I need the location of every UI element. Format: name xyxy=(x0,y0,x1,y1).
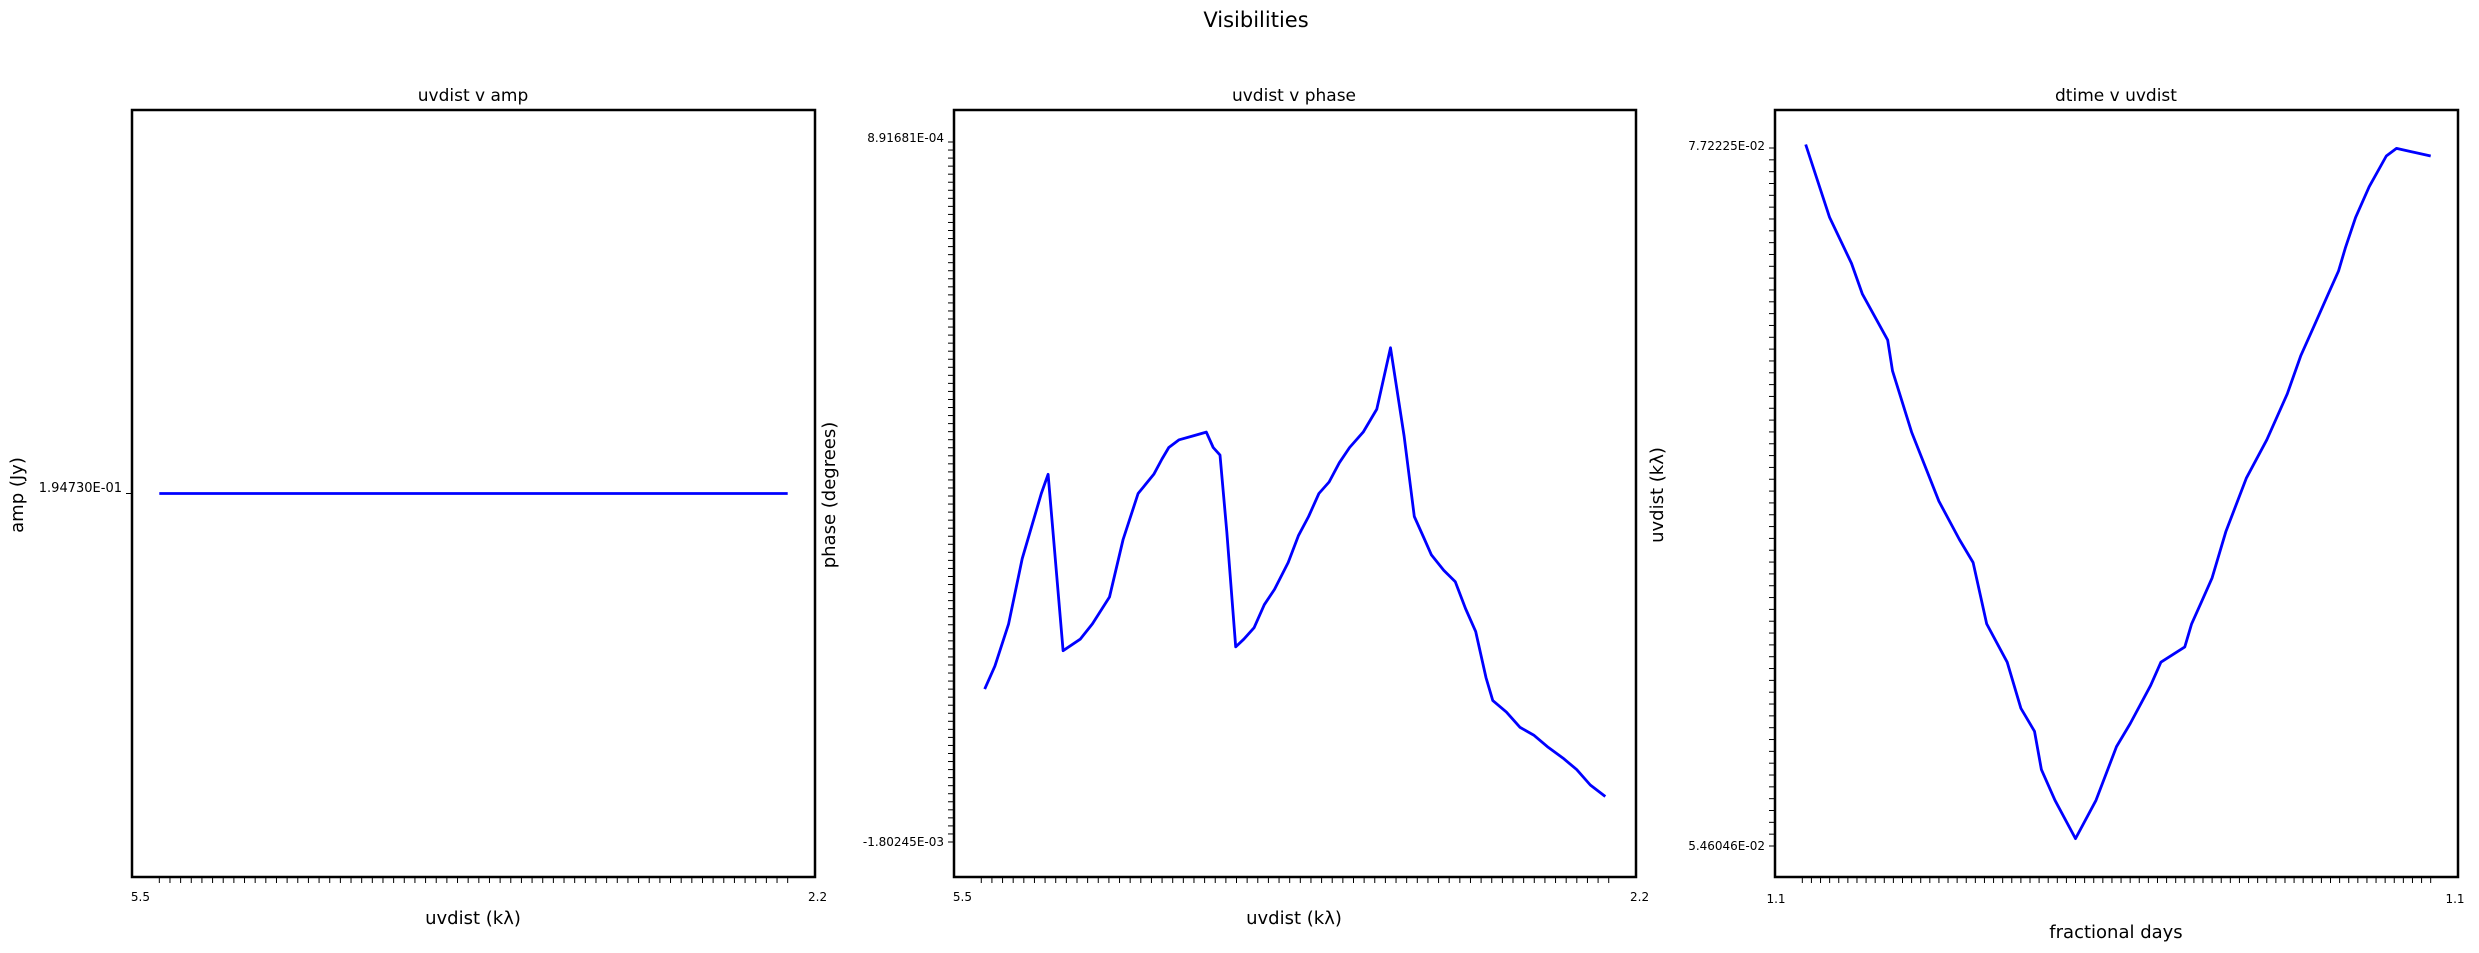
panel-1-x-tick-last: 2.2 xyxy=(808,890,827,904)
panel-uvdist-amp: uvdist v amp 5.5 2.2 1.94730E-01 uvdist … xyxy=(7,86,827,929)
panel-3-y-tick-bottom: 5.46046E-02 xyxy=(1688,839,1765,853)
panel-2-y-axis-label: phase (degrees) xyxy=(819,422,840,569)
panel-3-y-tick-top: 7.72225E-02 xyxy=(1688,139,1765,153)
panel-1-marks xyxy=(126,492,789,883)
panel-2-y-tick-bottom: -1.80245E-03 xyxy=(863,835,944,849)
panel-2-marks xyxy=(948,141,1610,883)
panel-3-x-tick-last: 1.1 xyxy=(2445,892,2464,906)
series-line xyxy=(1804,144,2432,840)
panel-uvdist-phase: uvdist v phase 8.91681E-04 -1.80245E-03 … xyxy=(819,86,1649,929)
panel-2-y-tick-top: 8.91681E-04 xyxy=(867,131,944,145)
panel-3-title: dtime v uvdist xyxy=(2055,86,2177,106)
panel-dtime-uvdist: dtime v uvdist 7.72225E-02 5.46046E-02 1… xyxy=(1647,86,2465,943)
panel-3-x-tick-first: 1.1 xyxy=(1766,892,1785,906)
panel-1-x-tick-first: 5.5 xyxy=(131,890,150,904)
panel-3-marks xyxy=(1769,144,2432,883)
figure-title: Visibilities xyxy=(1203,8,1308,32)
panel-2-plot-area xyxy=(952,108,1638,879)
panel-2-x-tick-last: 2.2 xyxy=(1630,890,1649,904)
panel-3-plot-area xyxy=(1773,108,2460,879)
panel-1-y-tick-label: 1.94730E-01 xyxy=(39,481,122,496)
panel-2-x-axis-label: uvdist (kλ) xyxy=(1246,908,1342,929)
panel-2-x-tick-first: 5.5 xyxy=(953,890,972,904)
series-line xyxy=(983,346,1607,798)
panel-2-title: uvdist v phase xyxy=(1232,86,1356,106)
panel-1-x-axis-label: uvdist (kλ) xyxy=(425,908,521,929)
panel-3-x-axis-label: fractional days xyxy=(2049,922,2182,943)
panel-1-y-axis-label: amp (Jy) xyxy=(7,457,28,533)
panel-1-title: uvdist v amp xyxy=(418,86,529,106)
panel-3-y-axis-label: uvdist (kλ) xyxy=(1647,447,1668,543)
